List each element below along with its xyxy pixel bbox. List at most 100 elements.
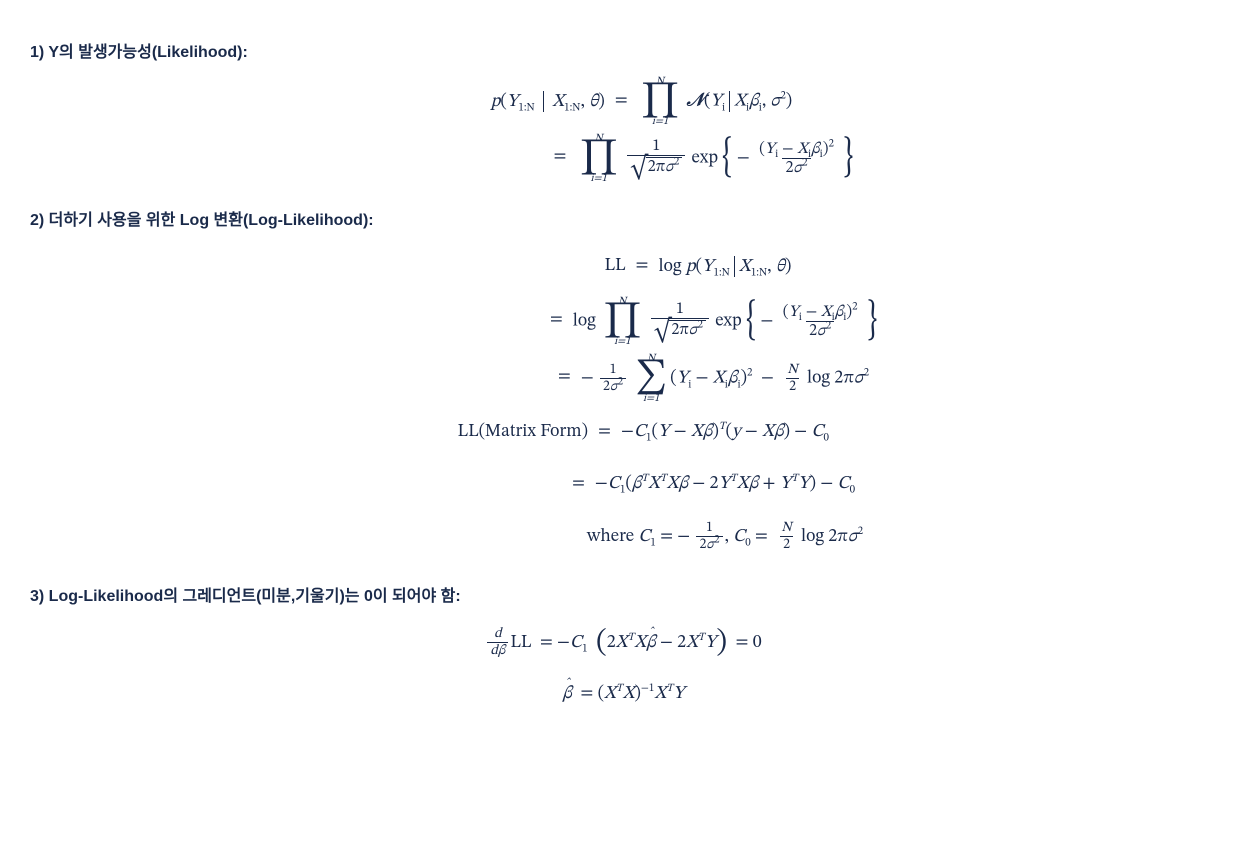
sub-beta: i [759,102,762,113]
y2: y [732,423,741,441]
eq-ll-line2: = log N ∏ i=1 1 √2πσ2 exp { − (Yi − Xiβi… [30,296,1217,347]
X2: X [667,475,679,493]
sig: σ [689,322,698,338]
product-op: N ∏ i=1 [641,76,680,127]
plus: + [763,475,776,493]
sqrt-sigma: σ [665,159,674,175]
X1: X [648,475,660,493]
section3-math: d dβ LL = −C1 (2XTXβ − 2XTY) = 0 β = (XT… [30,620,1217,718]
neg: − [557,634,570,652]
sup-sigma: 2 [780,91,785,102]
Y3: Y [798,475,810,493]
b2: β [774,423,784,441]
Yis: i [799,312,802,323]
X3: X [654,685,666,703]
frac-ddb: d dβ [487,627,508,658]
equals: = [630,257,655,277]
equals: = [566,475,591,495]
cond-bar2 [729,91,730,113]
eq-ll-line5: = −C1(βTXTXβ − 2YTXβ + YTY) − C0 [30,462,1217,508]
sym-Xi: X [734,93,746,111]
rbrace: } [867,304,877,339]
X3: X [737,475,749,493]
log: log [801,528,824,546]
sqrt-sigma-sup: 2 [674,157,679,168]
minus: − [761,312,774,330]
C1s: 1 [620,484,625,495]
eq-grad-line2: β = (XTX)−1XTY [30,672,1217,718]
X: X [739,258,751,276]
Y: Y [705,634,717,652]
C0: C [811,423,823,441]
llmatrix: LL(Matrix Form) [458,423,588,441]
sigs: 2 [714,534,719,545]
sig2: σ [848,528,858,546]
lbrace: { [722,141,732,176]
tp: 2π [671,322,688,338]
T2: T [660,473,667,484]
eq-ll-line1: LL = log p(Y1:NX1:N, θ) [30,244,1217,290]
log: log [807,369,830,387]
frac-c1: 1 2σ2 [600,363,626,394]
sum-op: N ∑ i=1 [635,353,667,404]
bi: β [728,369,738,387]
dsigs: 2 [618,376,623,387]
Y: Y [673,685,685,703]
lparen: ( [596,631,607,655]
bis: i [843,312,846,323]
b: β [632,475,642,493]
dsig: σ [610,380,618,394]
eq-likelihood-line2: = N ∏ i=1 1 √2πσ2 exp { − (Yi − Xiβi)2 2… [30,133,1217,184]
sym-Yi: Y [710,93,722,111]
LL: LL [604,257,625,275]
den-sigma: σ [793,160,802,176]
Xs: 1:N [751,268,767,279]
d2: 2 [603,380,610,394]
section2-heading: 2) 더하기 사용을 위한 Log 변환(Log-Likelihood): [30,206,1217,230]
dsigs: 2 [826,320,831,331]
T1: T [616,683,623,694]
C1s: 1 [650,537,655,548]
Y: Y [718,475,730,493]
T2: T [698,632,705,643]
two2: 2 [677,634,686,652]
sigs2: 2 [858,526,863,537]
sum-lower: i=1 [643,393,660,404]
bi: β [835,304,843,320]
where: where [587,528,638,546]
equals: = [552,368,577,388]
num1: 1 [673,301,687,318]
eq-ll-line4: LL(Matrix Form) = −C1(Y − Xβ)T(y − Xβ) −… [30,410,1217,456]
log: log [658,258,681,276]
X2: X [623,685,635,703]
frac-n2: N 2 [784,363,800,394]
X2: X [634,634,646,652]
N: N [778,521,794,536]
two: 2 [607,634,616,652]
equals: = [544,311,569,331]
frac-coef: 1 √2πσ2 [627,138,685,179]
T2: T [666,683,673,694]
product-op: N ∏ i=1 [579,133,618,184]
exp: exp [715,312,741,330]
minus: − [820,475,833,493]
num-Xi: X [797,141,808,157]
C0s: 0 [745,537,750,548]
sig: σ [854,369,864,387]
section1-math: p(Y1:N X1:N, θ) = N ∏ i=1 𝒩(YiXiβi, σ2) … [30,76,1217,184]
C0s: 0 [850,484,855,495]
inv: −1 [641,683,654,694]
frac-c1v: 1 2σ2 [696,521,722,552]
N: N [784,363,800,378]
X3: X [686,634,698,652]
num-beta-sub: i [820,149,823,160]
sqrt: √2πσ2 [654,320,706,342]
neg: − [581,369,594,387]
d2: 2 [809,323,817,339]
sub-X: 1:N [564,102,580,113]
C1: C [638,528,650,546]
sq: 2 [852,301,857,312]
X1: X [616,634,628,652]
C1: C [608,475,620,493]
equals: = [592,423,617,443]
